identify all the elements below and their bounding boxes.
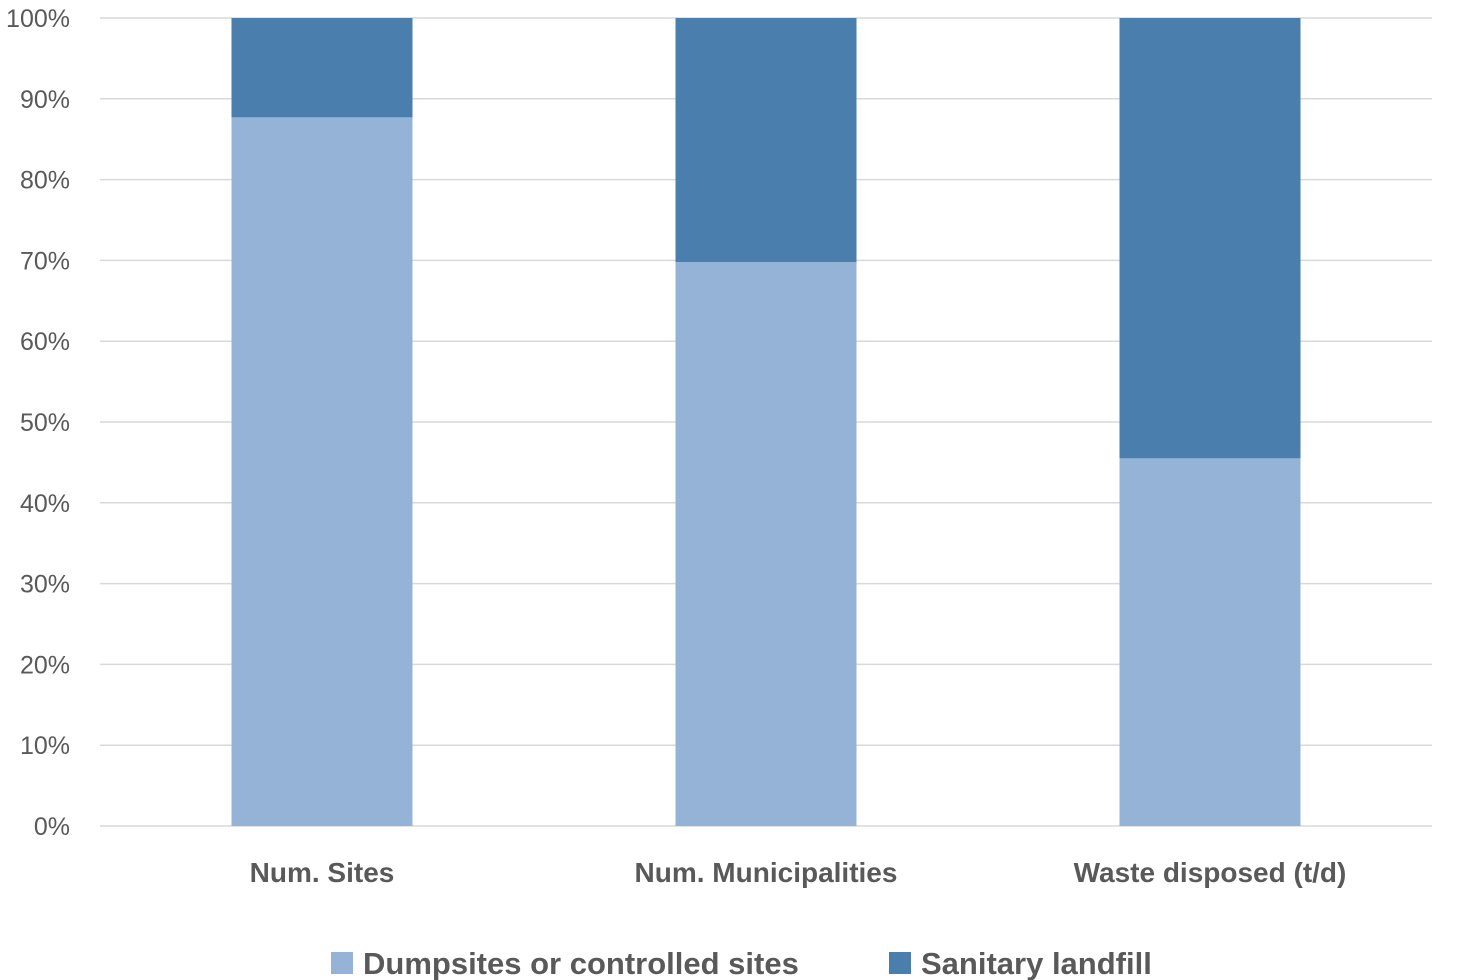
bar-segment-sanitary-landfill	[231, 18, 413, 118]
bar-segment-dumpsites	[231, 117, 413, 826]
bar-segment-sanitary-landfill	[675, 18, 857, 263]
bar-segment-dumpsites	[1119, 458, 1301, 826]
y-tick-label: 0%	[34, 813, 70, 841]
legend: Dumpsites or controlled sites Sanitary la…	[331, 946, 1152, 980]
y-tick-label: 80%	[20, 167, 70, 195]
x-category-label: Waste disposed (t/d)	[1074, 857, 1347, 888]
y-tick-label: 60%	[20, 328, 70, 356]
legend-label: Dumpsites or controlled sites	[363, 946, 799, 980]
bar-segment-sanitary-landfill	[1119, 18, 1301, 459]
y-tick-label: 10%	[20, 732, 70, 760]
legend-swatch	[889, 952, 911, 974]
y-tick-label: 50%	[20, 409, 70, 437]
y-tick-label: 100%	[6, 5, 70, 33]
y-tick-label: 40%	[20, 490, 70, 518]
y-axis-tick-labels: 0% 10% 20% 30% 40% 50% 60% 70% 80% 90% 100%	[6, 5, 70, 841]
x-category-label: Num. Sites	[250, 857, 395, 888]
legend-label: Sanitary landfill	[921, 946, 1152, 980]
y-tick-label: 70%	[20, 247, 70, 275]
y-tick-label: 30%	[20, 571, 70, 599]
bars	[231, 18, 1301, 826]
x-category-label: Num. Municipalities	[635, 857, 898, 888]
y-tick-label: 20%	[20, 651, 70, 679]
bar-segment-dumpsites	[675, 262, 857, 826]
y-tick-label: 90%	[20, 86, 70, 114]
x-axis-category-labels: Num. Sites Num. Municipalities Waste dispo…	[250, 857, 1347, 888]
legend-swatch	[331, 952, 353, 974]
